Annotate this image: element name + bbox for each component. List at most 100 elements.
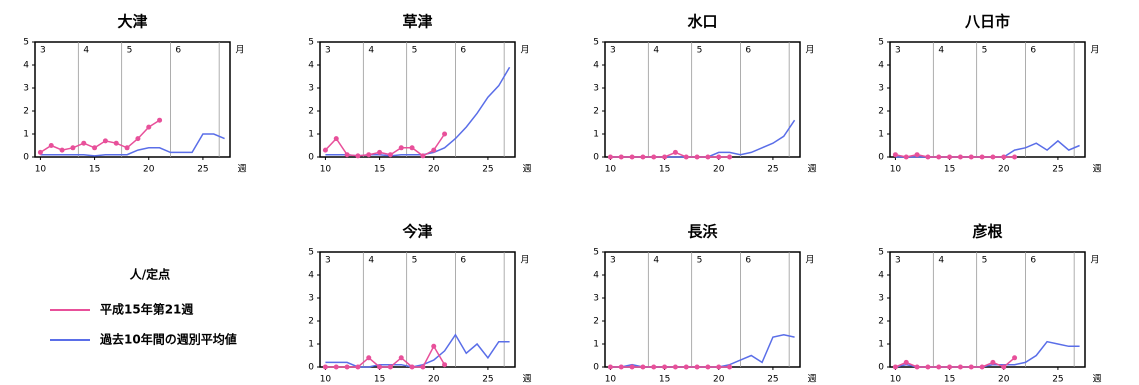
month-unit: 月: [235, 45, 244, 56]
point: [694, 364, 700, 370]
month-unit: 月: [520, 45, 529, 56]
y-tick-label: 0: [878, 153, 884, 163]
point: [694, 154, 700, 160]
point: [59, 147, 65, 153]
month-label: 3: [610, 46, 616, 56]
point: [651, 364, 657, 370]
point: [903, 359, 909, 365]
point: [672, 149, 678, 155]
point: [662, 154, 668, 160]
point: [727, 364, 733, 370]
series-line: [895, 357, 1016, 368]
point: [727, 154, 733, 160]
point: [705, 154, 711, 160]
y-tick-label: 5: [308, 38, 314, 48]
x-tick-label: 15: [374, 165, 385, 175]
point: [683, 364, 689, 370]
point: [1012, 355, 1018, 361]
month-label: 4: [938, 46, 944, 56]
point: [662, 364, 668, 370]
y-tick-label: 3: [593, 294, 599, 304]
x-tick-label: 20: [428, 375, 440, 385]
point: [355, 153, 361, 159]
point: [135, 136, 141, 142]
point: [925, 364, 931, 370]
y-tick-label: 4: [308, 61, 314, 71]
point: [409, 364, 415, 370]
series-line: [325, 66, 511, 157]
point: [1012, 154, 1018, 160]
x-tick-label: 15: [659, 375, 670, 385]
point: [1001, 364, 1007, 370]
point: [146, 124, 152, 130]
point: [629, 154, 635, 160]
point: [640, 154, 646, 160]
series-line: [895, 139, 1080, 158]
x-unit: 週: [237, 164, 246, 175]
month-label: 6: [175, 46, 181, 56]
y-tick-label: 0: [593, 363, 599, 373]
y-tick-label: 3: [308, 84, 314, 94]
point: [629, 364, 635, 370]
month-label: 6: [1030, 46, 1036, 56]
point: [979, 364, 985, 370]
month-label: 5: [412, 256, 418, 266]
x-tick-label: 15: [89, 165, 100, 175]
x-tick-label: 15: [374, 375, 385, 385]
plot-frame: [34, 41, 231, 158]
y-tick-label: 0: [593, 153, 599, 163]
y-tick-label: 5: [308, 248, 314, 258]
x-unit: 週: [522, 374, 531, 385]
y-tick-label: 2: [23, 107, 29, 117]
legend-label: 平成15年第21週: [100, 302, 193, 317]
point: [344, 152, 350, 158]
point: [979, 154, 985, 160]
x-unit: 週: [1092, 374, 1101, 385]
month-label: 5: [982, 256, 988, 266]
point: [431, 147, 437, 153]
point: [355, 364, 361, 370]
x-tick-label: 20: [428, 165, 440, 175]
month-label: 3: [325, 46, 331, 56]
x-tick-label: 25: [1052, 375, 1063, 385]
month-unit: 月: [1090, 255, 1099, 266]
point: [716, 154, 722, 160]
x-unit: 週: [807, 374, 816, 385]
point: [398, 355, 404, 361]
month-unit: 月: [1090, 45, 1099, 56]
y-tick-label: 5: [593, 248, 599, 258]
y-tick-label: 0: [308, 153, 314, 163]
x-tick-label: 10: [320, 165, 332, 175]
point: [409, 145, 415, 151]
y-tick-label: 4: [593, 61, 599, 71]
y-tick-label: 1: [593, 340, 599, 350]
point: [892, 152, 898, 158]
y-tick-label: 2: [878, 107, 884, 117]
point: [124, 145, 130, 151]
legend: 人/定点: [130, 267, 170, 282]
point: [968, 364, 974, 370]
series-line: [610, 119, 796, 158]
point: [903, 154, 909, 160]
point: [957, 364, 963, 370]
point: [420, 153, 426, 159]
point: [102, 138, 108, 144]
legend-title: 人/定点: [130, 267, 170, 282]
month-label: 6: [745, 256, 751, 266]
point: [366, 152, 372, 158]
point: [366, 355, 372, 361]
point: [607, 154, 613, 160]
y-tick-label: 2: [878, 317, 884, 327]
series-line: [895, 340, 1080, 368]
x-unit: 週: [1092, 164, 1101, 175]
point: [398, 145, 404, 151]
series-line: [40, 133, 225, 157]
x-tick-label: 10: [320, 375, 332, 385]
series-line: [325, 333, 510, 368]
y-tick-label: 3: [878, 294, 884, 304]
x-tick-label: 25: [1052, 165, 1063, 175]
month-label: 3: [895, 46, 901, 56]
point: [990, 154, 996, 160]
point: [37, 149, 43, 155]
